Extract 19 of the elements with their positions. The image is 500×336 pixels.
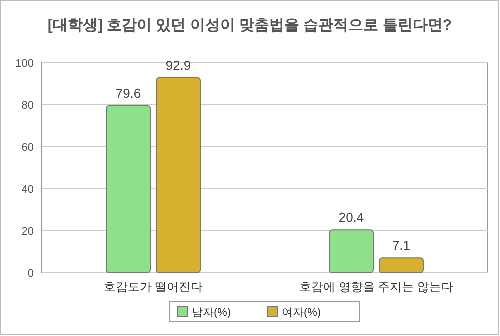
legend-label: 여자(%) — [282, 307, 322, 319]
bar — [156, 77, 201, 274]
data-label: 92.9 — [166, 58, 192, 73]
legend-label: 남자(%) — [192, 307, 232, 319]
data-label: 20.4 — [338, 210, 364, 226]
x-tick-label: 호감에 영향을 주지는 않는다 — [299, 280, 454, 294]
bar — [379, 258, 424, 274]
chart-title: [대학생] 호감이 있던 이성이 맞춤법을 습관적으로 틀린다면? — [48, 17, 452, 34]
y-tick-label: 40 — [22, 184, 34, 196]
y-tick-label: 100 — [16, 58, 34, 70]
bar — [329, 230, 374, 274]
data-label: 7.1 — [392, 238, 411, 254]
y-tick-label: 0 — [28, 268, 34, 280]
x-tick-label: 호감도가 떨어진다 — [104, 280, 204, 294]
y-tick-label: 80 — [22, 100, 34, 112]
y-tick-label: 60 — [22, 142, 34, 154]
bar — [106, 105, 151, 274]
data-label: 79.6 — [116, 86, 142, 101]
y-tick-label: 20 — [22, 226, 34, 238]
